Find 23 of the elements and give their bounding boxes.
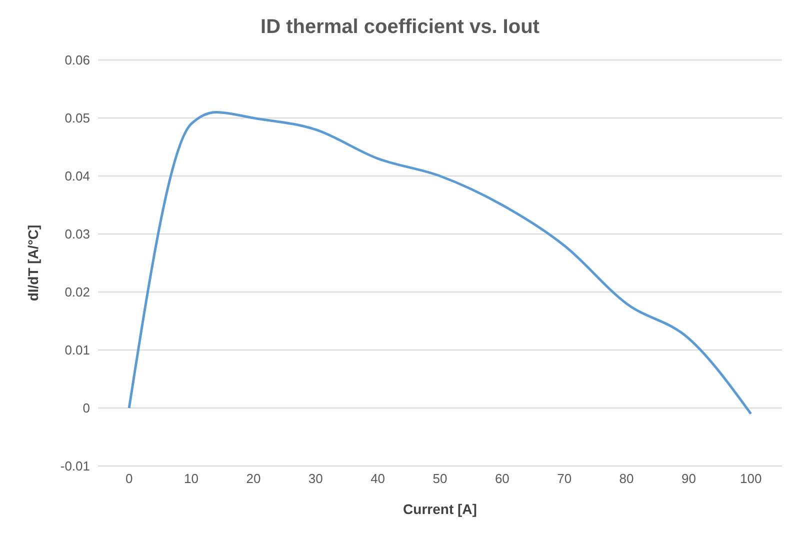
- x-tick-label: 70: [557, 471, 572, 486]
- y-tick-label: 0: [82, 400, 90, 416]
- y-axis-title: dI/dT [A/°C]: [24, 224, 41, 302]
- x-tick-label: 90: [681, 471, 696, 486]
- y-tick-label: 0.05: [64, 110, 90, 126]
- x-tick-label: 20: [246, 471, 261, 486]
- x-tick-label: 10: [184, 471, 199, 486]
- x-tick-label: 100: [740, 471, 762, 486]
- y-tick-label: 0.06: [64, 52, 90, 68]
- y-tick-label: 0.02: [64, 284, 90, 300]
- x-tick-label: 50: [432, 471, 448, 486]
- x-tick-label: 40: [370, 471, 386, 486]
- chart-title: ID thermal coefficient vs. Iout: [260, 15, 540, 40]
- x-axis-title: Current [A]: [403, 501, 477, 517]
- x-tick-label: 60: [494, 471, 510, 486]
- y-tick-label: 0.04: [64, 168, 90, 184]
- y-tick-label: 0.01: [64, 342, 90, 358]
- line-series: [128, 110, 752, 416]
- x-tick-label: 0: [125, 471, 133, 486]
- y-tick-label: 0.03: [64, 226, 90, 242]
- x-tick-label: 30: [308, 471, 323, 486]
- x-tick-label: 80: [619, 471, 634, 486]
- y-tick-label: -0.01: [60, 458, 90, 474]
